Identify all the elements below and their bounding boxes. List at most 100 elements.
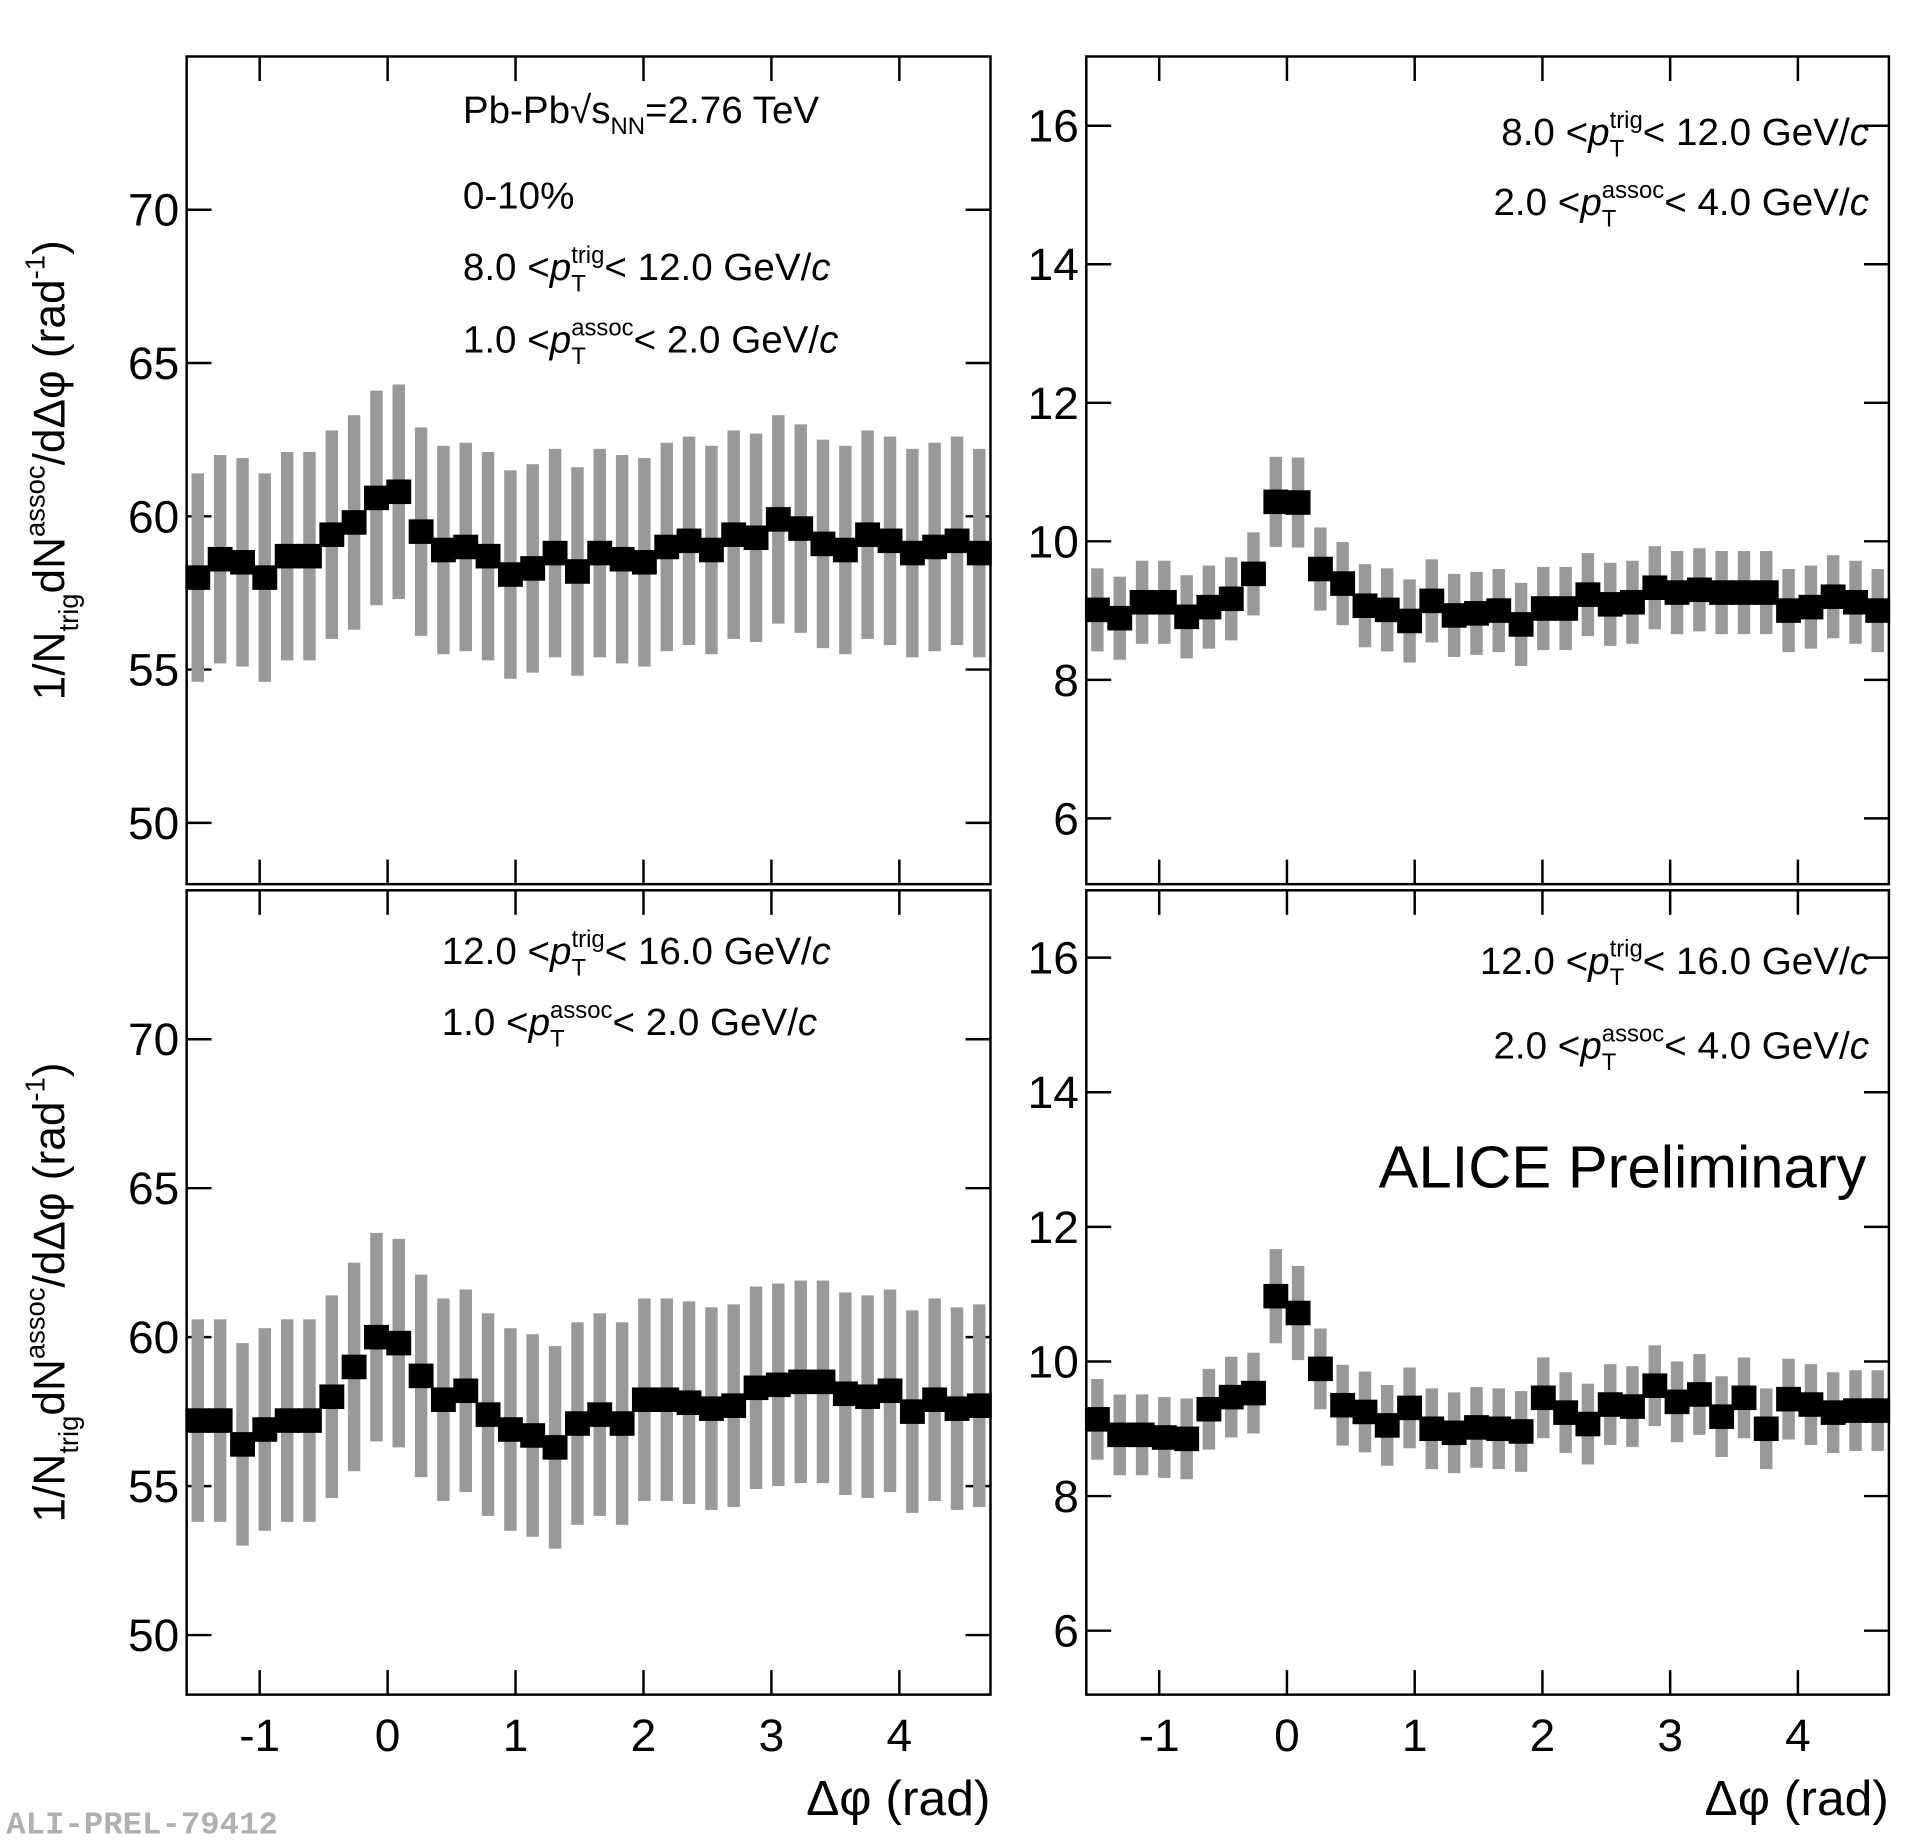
y-tick-label: 12 — [1028, 378, 1079, 429]
marker — [899, 540, 925, 566]
marker — [296, 1408, 322, 1433]
marker — [364, 485, 389, 511]
marker — [1820, 584, 1846, 610]
y-tick-label: 70 — [128, 1014, 179, 1065]
marker — [1553, 596, 1579, 621]
marker — [565, 1411, 590, 1436]
marker — [654, 534, 680, 560]
marker — [743, 1375, 769, 1401]
annotation: T — [1602, 1049, 1617, 1076]
marker — [430, 1387, 456, 1412]
annotation: p — [1579, 1025, 1601, 1068]
annotation: < 12.0 GeV/ — [1643, 111, 1850, 154]
marker — [1107, 1422, 1133, 1448]
marker — [676, 528, 702, 554]
x-tick-label: 4 — [1785, 1710, 1811, 1761]
marker — [207, 546, 233, 572]
annotation: < 2.0 GeV/ — [612, 1001, 798, 1044]
marker — [1352, 1399, 1378, 1425]
x-axis-label: Δφ (rad) — [806, 1771, 990, 1826]
marker — [1798, 1392, 1824, 1417]
y-tick-label: 50 — [128, 1610, 179, 1661]
marker — [319, 1384, 345, 1410]
y-tick-label: 50 — [128, 798, 179, 849]
marker — [207, 1408, 233, 1433]
marker — [1107, 605, 1133, 631]
plot-frame — [185, 55, 992, 886]
annotation: < 16.0 GeV/ — [605, 930, 812, 973]
marker — [587, 1402, 613, 1427]
marker — [1553, 1400, 1579, 1425]
annotation: c — [1850, 940, 1869, 983]
marker — [1151, 1425, 1177, 1450]
marker — [721, 1393, 747, 1418]
annotation: 1.0 < — [463, 319, 550, 362]
marker — [497, 1417, 523, 1442]
y-tick-label: 60 — [128, 1312, 179, 1363]
annotation: T — [1602, 205, 1617, 232]
marker — [475, 1402, 501, 1427]
annotation: T — [1610, 135, 1625, 162]
marker — [810, 1369, 836, 1395]
annotation: c — [811, 246, 830, 289]
marker — [855, 522, 881, 547]
marker — [1530, 1385, 1556, 1411]
marker — [1486, 1416, 1512, 1442]
marker — [922, 1387, 948, 1412]
annotation: < 4.0 GeV/ — [1664, 181, 1850, 224]
x-tick-label: -1 — [239, 1710, 280, 1761]
marker — [966, 540, 992, 566]
x-tick-label: 2 — [1530, 1710, 1556, 1761]
annotation: p — [1587, 940, 1609, 983]
y-axis-label-part: ) — [25, 1062, 74, 1077]
marker — [1776, 1386, 1802, 1412]
marker — [676, 1390, 702, 1415]
y-axis-label-part: -1 — [19, 255, 50, 279]
marker — [274, 1408, 300, 1433]
marker — [1575, 582, 1601, 607]
marker — [631, 1387, 657, 1412]
marker — [1441, 603, 1467, 628]
annotation: p — [1587, 111, 1609, 154]
x-tick-label: 0 — [375, 1710, 401, 1761]
annotation: √ — [570, 89, 591, 132]
marker — [364, 1324, 389, 1350]
marker — [899, 1399, 925, 1424]
y-axis-label-part: 1/N — [25, 1454, 74, 1523]
marker — [319, 522, 345, 547]
x-tick-label: 1 — [1402, 1710, 1428, 1761]
marker — [698, 537, 724, 563]
annotation: trig — [1610, 936, 1643, 963]
x-tick-label: 4 — [887, 1710, 913, 1761]
marker — [497, 562, 523, 587]
annotation: assoc — [550, 997, 613, 1024]
annotation: < 2.0 GeV/ — [634, 319, 820, 362]
marker — [274, 543, 300, 569]
marker — [743, 525, 769, 551]
annotation: T — [571, 271, 586, 298]
marker — [788, 516, 814, 541]
y-tick-label: 10 — [1028, 517, 1079, 568]
marker — [765, 507, 791, 532]
marker — [1464, 1415, 1489, 1440]
marker — [1330, 1392, 1356, 1418]
annotation: T — [571, 343, 586, 370]
y-tick-label: 55 — [128, 645, 179, 696]
annotation: c — [819, 319, 838, 362]
marker — [386, 479, 412, 505]
marker — [1374, 597, 1400, 623]
marker — [520, 556, 546, 581]
marker — [1419, 1416, 1445, 1442]
marker — [1263, 1283, 1289, 1309]
marker — [1642, 575, 1668, 601]
y-tick-label: 8 — [1053, 655, 1079, 706]
x-axis-label: Δφ (rad) — [1704, 1771, 1888, 1826]
marker — [185, 1408, 211, 1433]
marker — [1241, 1380, 1266, 1406]
marker — [1686, 577, 1712, 603]
marker — [230, 1432, 255, 1457]
